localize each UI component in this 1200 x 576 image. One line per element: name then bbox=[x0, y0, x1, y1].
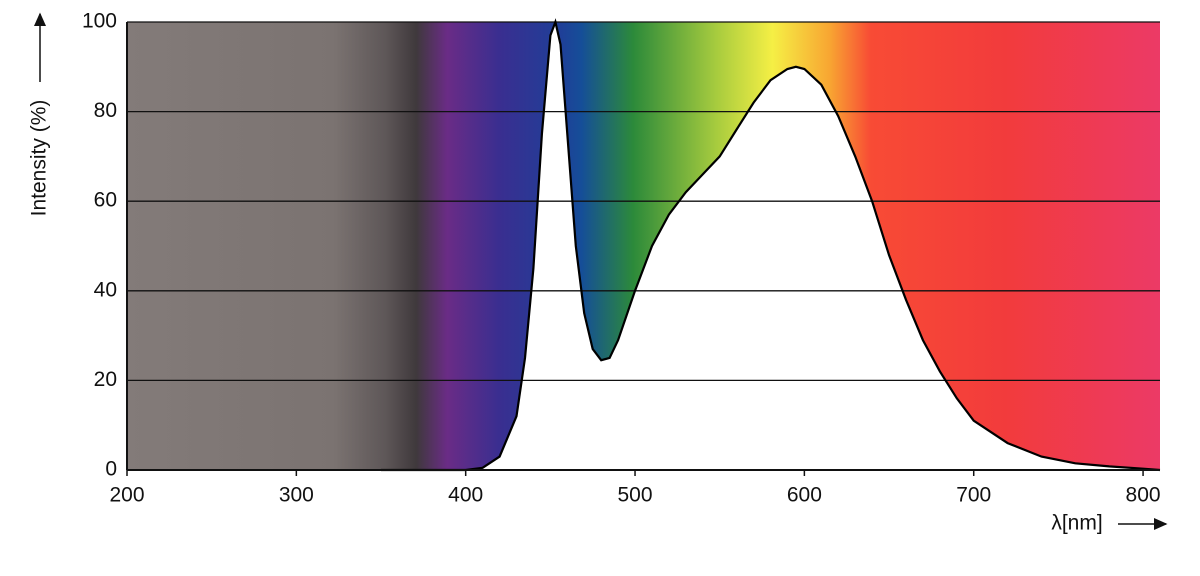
y-tick-label: 0 bbox=[105, 458, 117, 481]
line bbox=[381, 18, 1161, 472]
x-tick-label: 400 bbox=[448, 484, 483, 507]
x-tick-label: 300 bbox=[279, 484, 314, 507]
x-tick-label: 500 bbox=[618, 484, 653, 507]
x-tick-label: 700 bbox=[956, 484, 991, 507]
y-tick-label: 60 bbox=[94, 189, 117, 212]
x-tick-label: 600 bbox=[787, 484, 822, 507]
x-axis-label: λ[nm] bbox=[1051, 512, 1102, 535]
x-tick-label: 200 bbox=[109, 484, 144, 507]
y-tick-label: 80 bbox=[94, 99, 117, 122]
area bbox=[381, 22, 1160, 470]
y-tick-label: 40 bbox=[94, 278, 117, 301]
x-tick-label: 800 bbox=[1126, 484, 1161, 507]
y-axis-label: Intensity (%) bbox=[28, 100, 51, 217]
y-tick-label: 20 bbox=[94, 368, 117, 391]
y-tick-label: 100 bbox=[82, 10, 117, 33]
